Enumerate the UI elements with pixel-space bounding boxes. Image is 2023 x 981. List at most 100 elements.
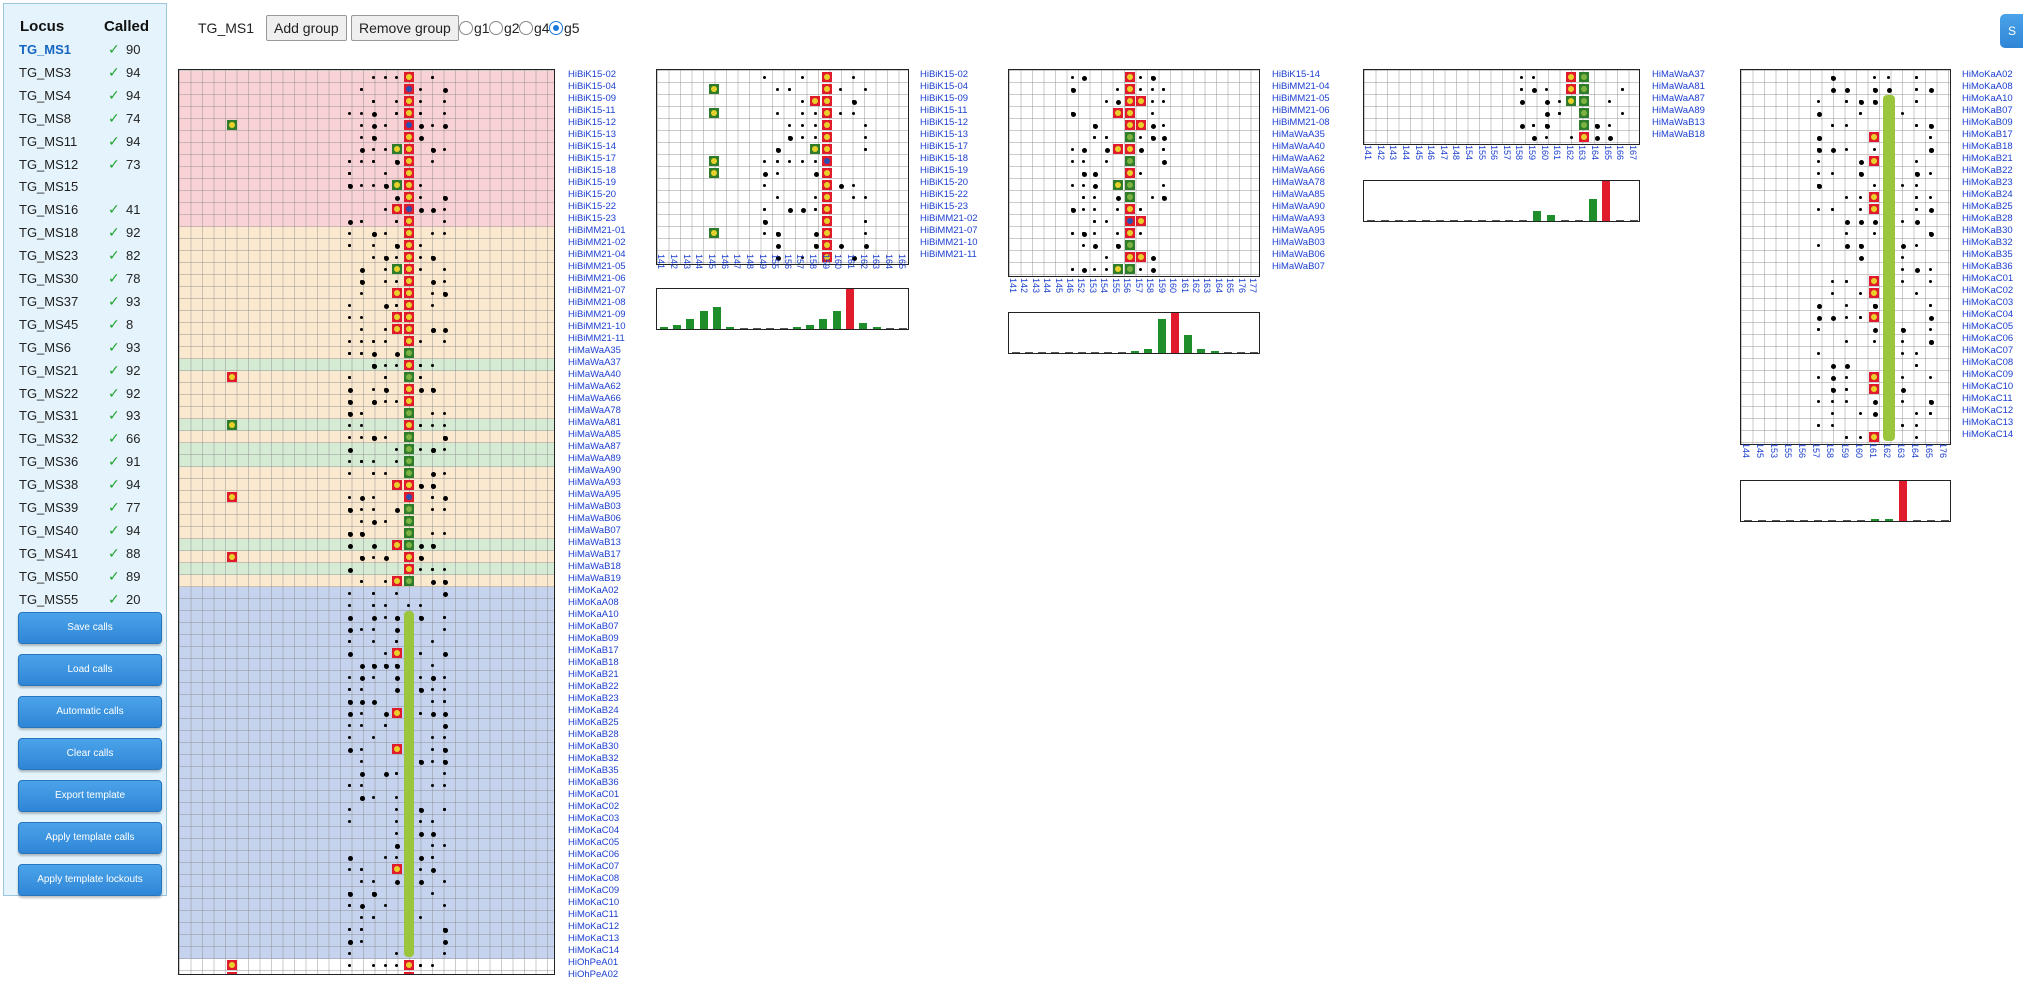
sample-label[interactable]: HiMaWaA81 (1652, 81, 1705, 92)
sample-label[interactable]: HiBiK15-13 (920, 129, 969, 140)
allele-peak[interactable] (403, 528, 414, 538)
allele-peak[interactable] (403, 276, 414, 286)
allele-peak[interactable] (403, 372, 414, 382)
sample-label[interactable]: HiMaWaA78 (568, 405, 621, 416)
allele-peak[interactable] (403, 132, 414, 142)
allele-peak[interactable] (403, 480, 414, 490)
sample-label[interactable]: HiMoKaC09 (1962, 369, 2014, 380)
sample-label[interactable]: HiBiMM21-07 (568, 285, 626, 296)
allele-peak[interactable] (1579, 108, 1590, 118)
allele-peak-secondary[interactable] (1566, 96, 1577, 106)
allele-peak[interactable] (403, 96, 414, 106)
sample-label[interactable]: HiBiK15-02 (920, 69, 969, 80)
sample-label[interactable]: HiMoKaB30 (1962, 225, 2013, 236)
sample-label[interactable]: HiMoKaB24 (1962, 189, 2013, 200)
sample-label[interactable]: HiMoKaC09 (568, 885, 620, 896)
allele-peak[interactable] (403, 552, 414, 562)
allele-peak[interactable] (403, 84, 414, 94)
allele-peak-secondary[interactable] (1136, 120, 1146, 130)
sample-label[interactable]: HiMaWaA90 (1272, 201, 1325, 212)
sample-label[interactable]: HiMoKaA10 (568, 609, 619, 620)
sample-label[interactable]: HiBiK15-22 (568, 201, 617, 212)
sample-label[interactable]: HiMoKaB18 (568, 657, 619, 668)
sample-label[interactable]: HiMaWaA62 (568, 381, 621, 392)
sample-label[interactable]: HiMaWaB07 (568, 525, 621, 536)
allele-peak[interactable] (1124, 264, 1135, 274)
sample-label[interactable]: HiMaWaB03 (1272, 237, 1325, 248)
allele-peak[interactable] (403, 456, 414, 466)
allele-peak[interactable] (403, 300, 414, 310)
locus-row[interactable]: TG_MS3 ✓ 94 (4, 62, 168, 84)
sample-label[interactable]: HiMoKaB21 (1962, 153, 2013, 164)
allele-peak[interactable] (403, 252, 414, 262)
allele-peak[interactable] (822, 156, 833, 166)
sample-label[interactable]: HiMoKaB24 (568, 705, 619, 716)
sample-label[interactable]: HiMoKaC10 (568, 897, 620, 908)
sample-label[interactable]: HiBiK15-19 (920, 165, 969, 176)
allele-peak[interactable] (403, 432, 414, 442)
allele-peak[interactable] (403, 492, 414, 502)
sample-label[interactable]: HiBiMM21-05 (1272, 93, 1330, 104)
sample-label[interactable]: HiBiK15-23 (920, 201, 969, 212)
allele-peak[interactable] (1868, 312, 1879, 322)
called-allele-bar[interactable] (403, 611, 414, 957)
allele-peak[interactable] (392, 708, 403, 718)
allele-peak-secondary[interactable] (708, 84, 719, 94)
allele-peak-secondary[interactable] (392, 204, 403, 214)
allele-peak[interactable] (822, 252, 833, 262)
sample-label[interactable]: HiMoKaB17 (1962, 129, 2013, 140)
allele-peak[interactable] (403, 204, 414, 214)
sample-label[interactable]: HiBiMM21-07 (920, 225, 978, 236)
locus-row[interactable]: TG_MS18 ✓ 92 (4, 222, 168, 244)
sample-label[interactable]: HiBiK15-20 (568, 189, 617, 200)
sample-label[interactable]: HiMoKaB32 (1962, 237, 2013, 248)
sample-label[interactable]: HiBiK15-17 (920, 141, 969, 152)
locus-row[interactable]: TG_MS32 ✓ 66 (4, 428, 168, 450)
locus-row[interactable]: TG_MS4 ✓ 94 (4, 85, 168, 107)
allele-peak-secondary[interactable] (1136, 252, 1146, 262)
sample-label[interactable]: HiMoKaC03 (1962, 297, 2014, 308)
locus-row[interactable]: TG_MS30 ✓ 78 (4, 268, 168, 290)
allele-peak-secondary[interactable] (708, 228, 719, 238)
allele-peak[interactable] (1124, 240, 1135, 250)
sample-label[interactable]: HiBiMM21-04 (1272, 81, 1330, 92)
save-calls-button[interactable]: Save calls (18, 612, 162, 644)
sample-label[interactable]: HiBiK15-04 (568, 81, 617, 92)
allele-peak[interactable] (1868, 204, 1879, 214)
sample-label[interactable]: HiBiMM21-09 (568, 309, 626, 320)
sample-label[interactable]: HiMaWaB13 (1652, 117, 1705, 128)
sample-label[interactable]: HiBiK15-02 (568, 69, 617, 80)
sample-label[interactable]: HiMoKaB28 (1962, 213, 2013, 224)
sample-label[interactable]: HiMaWaB13 (568, 537, 621, 548)
sample-label[interactable]: HiMoKaB09 (1962, 117, 2013, 128)
allele-peak[interactable] (822, 108, 833, 118)
sample-label[interactable]: HiMoKaC04 (1962, 309, 2014, 320)
allele-peak[interactable] (392, 648, 403, 658)
allele-peak[interactable] (403, 972, 414, 974)
allele-peak-secondary[interactable] (708, 108, 719, 118)
allele-peak[interactable] (822, 96, 833, 106)
allele-grid[interactable] (1363, 69, 1640, 145)
allele-peak[interactable] (403, 348, 414, 358)
allele-grid[interactable] (1008, 69, 1260, 277)
sample-label[interactable]: HiMoKaB23 (568, 693, 619, 704)
sample-label[interactable]: HiMoKaC12 (1962, 405, 2014, 416)
allele-peak[interactable] (1868, 288, 1879, 298)
sample-label[interactable]: HiBiMM21-06 (568, 273, 626, 284)
allele-peak[interactable] (822, 84, 833, 94)
allele-peak[interactable] (822, 204, 833, 214)
allele-peak-secondary[interactable] (392, 312, 403, 322)
sample-label[interactable]: HiBiK15-09 (568, 93, 617, 104)
allele-peak[interactable] (1124, 156, 1135, 166)
allele-peak[interactable] (403, 288, 414, 298)
sample-label[interactable]: HiBiK15-11 (920, 105, 968, 116)
allele-peak[interactable] (403, 240, 414, 250)
remove-group-button[interactable]: Remove group (351, 15, 459, 41)
apply-template-lockouts-button[interactable]: Apply template lockouts (18, 864, 162, 896)
allele-peak[interactable] (822, 168, 833, 178)
load-calls-button[interactable]: Load calls (18, 654, 162, 686)
locus-row[interactable]: TG_MS11 ✓ 94 (4, 131, 168, 153)
allele-peak-secondary[interactable] (227, 120, 238, 130)
sample-label[interactable]: HiMaWaA81 (568, 417, 621, 428)
sample-label[interactable]: HiMaWaA37 (568, 357, 621, 368)
